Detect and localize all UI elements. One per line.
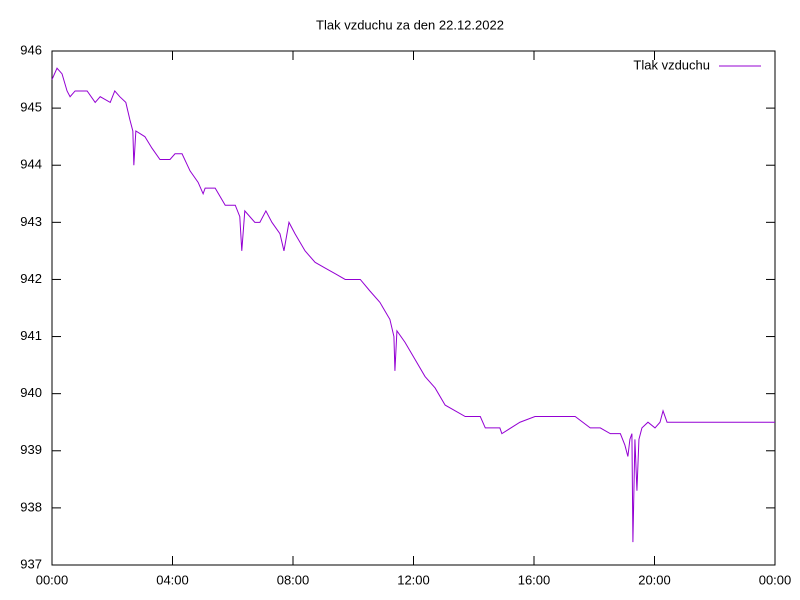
plot-border [51,50,776,566]
x-tick-label: 20:00 [638,572,671,587]
y-tick-label: 940 [20,385,42,400]
y-tick-label: 943 [20,214,42,229]
y-tick-label: 939 [20,442,42,457]
y-tick-label: 942 [20,271,42,286]
x-tick-label: 16:00 [518,572,551,587]
x-tick-label: 00:00 [759,572,792,587]
y-tick-label: 945 [20,100,42,115]
y-tick-label: 937 [20,556,42,571]
y-tick-label: 946 [20,42,42,57]
data-line [51,67,775,543]
x-tick-label: 12:00 [397,572,430,587]
y-tick-label: 941 [20,328,42,343]
chart-title: Tlak vzduchu za den 22.12.2022 [316,17,504,32]
x-tick-label: 08:00 [277,572,310,587]
y-tick-label: 938 [20,499,42,514]
x-tick-label: 04:00 [156,572,189,587]
legend-label: Tlak vzduchu [633,57,710,72]
x-tick-label: 00:00 [36,572,69,587]
y-tick-label: 944 [20,157,42,172]
